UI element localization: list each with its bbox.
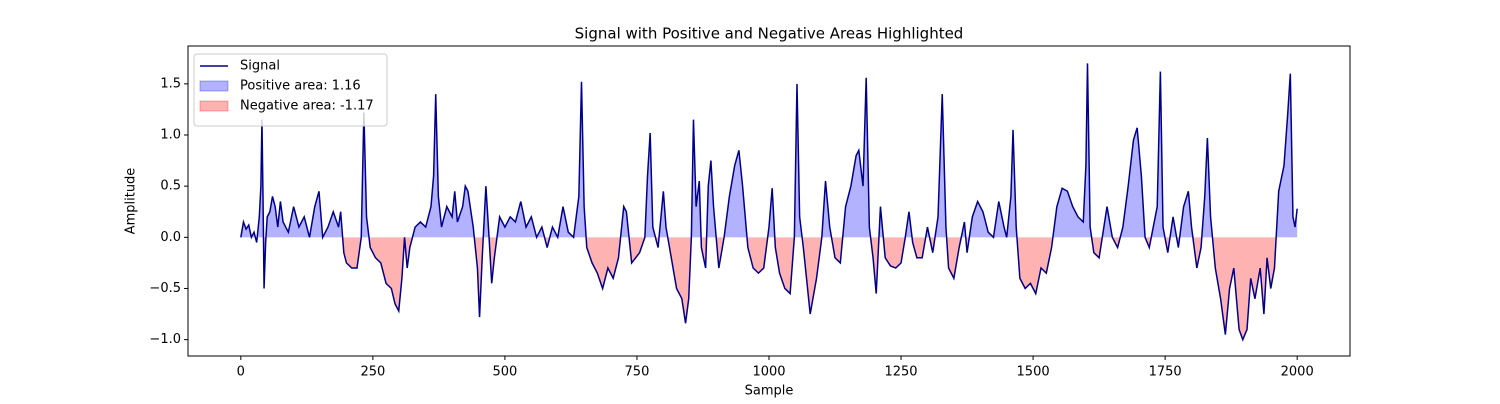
signal-line (240, 63, 1298, 342)
y-tick-label: −0.5 (149, 281, 181, 296)
y-tick-label: −1.0 (149, 332, 181, 347)
legend-swatch (199, 80, 229, 92)
legend-label: Signal (240, 59, 280, 74)
legend-box (193, 53, 388, 127)
x-tick-label: 750 (625, 365, 650, 380)
y-tick-label: 0.0 (160, 230, 181, 245)
x-tick-label: 1500 (1017, 365, 1050, 380)
x-axis-label: Sample (745, 384, 794, 399)
x-tick-label: 500 (492, 365, 517, 380)
legend-label: Positive area: 1.16 (240, 79, 361, 94)
chart-title: Signal with Positive and Negative Areas … (575, 25, 964, 43)
y-tick-label: 1.5 (160, 76, 181, 91)
legend-swatch (199, 100, 229, 112)
x-tick-label: 1750 (1149, 365, 1182, 380)
y-axis-label: Amplitude (124, 168, 139, 235)
x-tick-label: 0 (237, 365, 245, 380)
legend-label: Negative area: -1.17 (240, 99, 374, 114)
x-tick-label: 1000 (752, 365, 785, 380)
x-tick-label: 2000 (1281, 365, 1314, 380)
legend: Signal Positive area: 1.16 Negative area: … (193, 53, 388, 127)
y-tick-label: 1.0 (160, 128, 181, 143)
y-tick-label: 0.5 (160, 179, 181, 194)
x-tick-label: 250 (360, 365, 385, 380)
area-fill (255, 237, 1277, 340)
x-tick-label: 1250 (884, 365, 917, 380)
